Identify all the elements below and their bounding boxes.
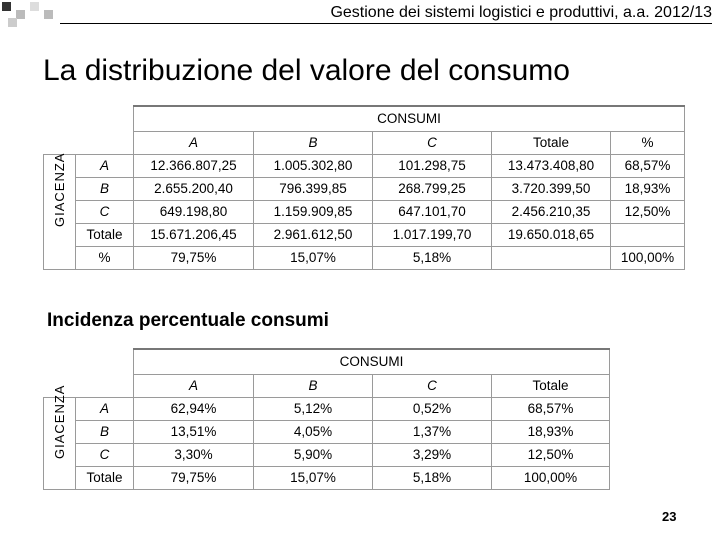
cell: 0,52%: [372, 396, 492, 421]
row-header: B: [75, 419, 134, 444]
row: % 79,75% 15,07% 5,18% 100,00%: [44, 245, 686, 270]
row-header: C: [75, 442, 134, 467]
deco: [30, 2, 39, 11]
cell: 1.159.909,85: [253, 199, 373, 224]
row: C 649.198,80 1.159.909,85 647.101,70 2.456.2…: [44, 199, 686, 224]
cell: 15,07%: [253, 465, 373, 490]
corner: [44, 349, 134, 374]
cell: 19.650.018,65: [491, 222, 611, 247]
cell: 268.799,25: [372, 176, 492, 201]
cell: 12,50%: [609, 199, 686, 224]
row-group-label: GIACENZA: [52, 384, 67, 459]
cell: 12,50%: [491, 442, 610, 467]
cell: 15.671.206,45: [133, 222, 254, 247]
row-group-label: GIACENZA: [52, 152, 67, 227]
cell: 101.298,75: [372, 153, 492, 178]
cell: 15,07%: [253, 245, 373, 270]
row-header: A: [75, 396, 134, 421]
column-header: C: [372, 373, 492, 398]
row-header: A: [75, 153, 134, 178]
row: Totale 15.671.206,45 2.961.612,50 1.017.199…: [44, 222, 686, 247]
row: CONSUMI: [44, 348, 610, 375]
cell: 12.366.807,25: [133, 153, 254, 178]
page-number: 23: [662, 509, 677, 524]
column-header: %: [609, 130, 686, 155]
cell: 3,30%: [133, 442, 254, 467]
subtitle: Incidenza percentuale consumi: [47, 310, 329, 331]
cell: 2.961.612,50: [253, 222, 373, 247]
cell: 3.720.399,50: [491, 176, 611, 201]
cell: 100,00%: [609, 245, 686, 270]
table: CONSUMI A B C Totale% GIACENZA A 12.366.807,25 1…: [43, 105, 686, 270]
cell: 68,57%: [491, 396, 610, 421]
row: CONSUMI: [44, 105, 686, 132]
deco: [16, 10, 25, 19]
corner: [44, 106, 134, 131]
cell: 18,93%: [491, 419, 610, 444]
column-header: Totale: [491, 373, 610, 398]
cell: 1,37%: [372, 419, 492, 444]
cell: 62,94%: [133, 396, 254, 421]
cell: 2.456.210,35: [491, 199, 611, 224]
column-header: B: [253, 373, 373, 398]
cell: 79,75%: [133, 465, 254, 490]
column-group-header: CONSUMI: [132, 105, 686, 132]
row-header: Totale: [75, 465, 134, 490]
cell: 13,51%: [133, 419, 254, 444]
row: Totale 79,75% 15,07% 5,18% 100,00%: [44, 465, 610, 490]
row: GIACENZA A 62,94% 5,12% 0,52% 68,57%: [43, 384, 610, 490]
row-group-header: GIACENZA: [43, 152, 76, 270]
cell: 5,18%: [372, 245, 492, 270]
column-header: A: [133, 130, 254, 155]
row: B 2.655.200,40 796.399,85 268.799,25 3.720.3…: [44, 176, 686, 201]
cell: 13.473.408,80: [491, 153, 611, 178]
cell: 5,12%: [253, 396, 373, 421]
cell: 3,29%: [372, 442, 492, 467]
header-rule: [60, 23, 712, 24]
column-header: A: [133, 373, 254, 398]
row-header: %: [75, 245, 134, 270]
column-header: B: [253, 130, 373, 155]
column-group-header: CONSUMI: [133, 348, 610, 375]
row-group-header: GIACENZA: [43, 384, 76, 490]
cell: 1.017.199,70: [372, 222, 492, 247]
row: B 13,51% 4,05% 1,37% 18,93%: [44, 419, 610, 444]
column-header: C: [372, 130, 492, 155]
cell: 1.005.302,80: [253, 153, 373, 178]
row-header: Totale: [75, 222, 134, 247]
row-header: C: [75, 199, 134, 224]
cell: 2.655.200,40: [133, 176, 254, 201]
cell: 5,90%: [253, 442, 373, 467]
cell: 4,05%: [253, 419, 373, 444]
table: CONSUMI A B C Totale GIACENZA A 62,94% 5,12% 0,52…: [43, 348, 610, 490]
row-header: B: [75, 176, 134, 201]
cell: 647.101,70: [372, 199, 492, 224]
cell: [491, 245, 611, 270]
deco: [44, 10, 53, 19]
cell: [609, 222, 686, 247]
cell: 100,00%: [491, 465, 610, 490]
cell: 68,57%: [609, 153, 686, 178]
cell: 79,75%: [133, 245, 254, 270]
row: A B C Totale%: [44, 130, 686, 155]
row: A B C Totale: [44, 373, 610, 398]
column-header: Totale: [491, 130, 611, 155]
cell: 649.198,80: [133, 199, 254, 224]
header: Gestione dei sistemi logistici e produtt…: [330, 4, 712, 21]
title: La distribuzione del valore del consumo: [43, 54, 570, 87]
cell: 5,18%: [372, 465, 492, 490]
cell: 18,93%: [609, 176, 686, 201]
deco: [2, 2, 11, 11]
corner: [44, 131, 134, 154]
cell: 796.399,85: [253, 176, 373, 201]
row: GIACENZA A 12.366.807,25 1.005.302,80 101.29…: [43, 153, 686, 270]
deco: [8, 18, 17, 27]
row: C 3,30% 5,90% 3,29% 12,50%: [44, 442, 610, 467]
